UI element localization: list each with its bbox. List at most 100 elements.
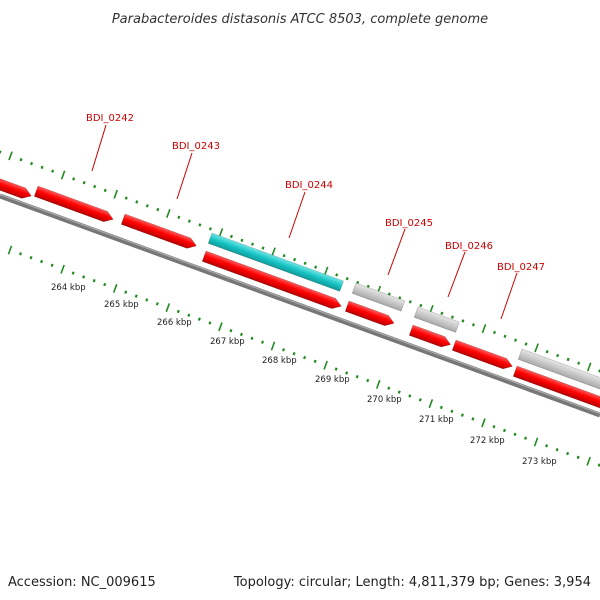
minor-tick	[366, 284, 370, 289]
major-tick	[428, 399, 434, 409]
minor-tick	[355, 375, 359, 379]
minor-tick	[408, 394, 412, 398]
minor-tick	[460, 413, 464, 417]
minor-tick	[134, 294, 138, 298]
minor-tick	[72, 177, 76, 181]
minor-tick	[198, 223, 202, 227]
minor-tick	[418, 398, 422, 402]
minor-tick	[261, 246, 265, 250]
minor-tick	[208, 227, 212, 231]
map-title: Parabacteroides distasonis ATCC 8503, co…	[112, 12, 488, 27]
major-tick	[481, 418, 486, 428]
gene-label-bdi-0242[interactable]: BDI_0242	[86, 113, 134, 124]
minor-tick	[439, 405, 443, 410]
major-tick	[586, 456, 591, 466]
minor-tick	[303, 355, 307, 360]
major-tick	[218, 322, 223, 332]
gene-label-bdi-0243[interactable]: BDI_0243	[172, 141, 220, 152]
minor-tick	[545, 444, 549, 448]
minor-tick	[239, 332, 243, 337]
gene-arrow-bdi-0244-reverse[interactable]	[201, 250, 343, 311]
minor-tick	[419, 303, 423, 308]
gene-label-bdi-0247[interactable]: BDI_0247	[497, 262, 545, 273]
minor-tick	[103, 188, 107, 193]
callout-line-bdi-0242	[91, 124, 107, 172]
minor-tick	[187, 219, 191, 223]
minor-tick	[124, 290, 128, 294]
major-tick	[534, 343, 539, 353]
minor-tick	[250, 242, 255, 246]
feature-track	[0, 174, 600, 410]
gene-label-bdi-0245[interactable]: BDI_0245	[385, 218, 433, 229]
scale-label: 265 kbp	[104, 300, 139, 310]
scale-label: 264 kbp	[51, 283, 86, 293]
gene-arrow-bdi-0242[interactable]	[0, 174, 33, 201]
minor-tick	[555, 447, 559, 452]
feature-bdi-0246[interactable]	[413, 306, 460, 333]
scale-label: 273 kbp	[522, 457, 557, 467]
minor-tick	[524, 342, 528, 346]
gene-arrow-bdi-0247[interactable]	[451, 339, 514, 372]
minor-tick	[314, 265, 318, 269]
major-tick	[375, 379, 381, 389]
minor-tick	[440, 311, 444, 315]
minor-tick	[387, 386, 391, 390]
minor-tick	[82, 181, 86, 185]
minor-tick	[229, 328, 233, 333]
minor-tick	[545, 349, 549, 354]
minor-tick	[397, 390, 401, 394]
minor-tick	[124, 196, 128, 200]
callout-line-bdi-0247	[500, 272, 518, 320]
minor-tick	[40, 259, 44, 264]
scale-label: 272 kbp	[470, 436, 505, 446]
gene-arrow-bdi-0244-upstream[interactable]	[120, 213, 198, 251]
minor-tick	[471, 323, 475, 327]
gene-arrow-bdi-0245[interactable]	[344, 300, 396, 328]
minor-tick	[334, 367, 338, 371]
callout-line-bdi-0246	[447, 251, 466, 298]
feature-bdi-0245[interactable]	[351, 282, 406, 312]
gene-arrow-bdi-0244[interactable]	[207, 232, 344, 292]
minor-tick	[503, 334, 507, 339]
gene-arrow-bdi-0246[interactable]	[408, 324, 452, 350]
minor-tick	[566, 357, 570, 362]
scale-label: 267 kbp	[210, 337, 245, 347]
gene-label-bdi-0244[interactable]: BDI_0244	[285, 180, 333, 191]
minor-tick	[502, 428, 507, 433]
minor-tick	[566, 451, 570, 456]
major-tick	[7, 245, 13, 255]
minor-tick	[30, 161, 34, 166]
gene-arrow-bdi-0248[interactable]	[512, 365, 600, 410]
minor-tick	[514, 338, 518, 342]
major-tick	[165, 303, 171, 313]
minor-tick	[93, 184, 97, 189]
minor-tick	[51, 169, 55, 173]
gene-arrow-bdi-0243[interactable]	[33, 185, 115, 224]
minor-tick	[471, 417, 475, 421]
minor-tick	[524, 436, 528, 440]
backbone	[0, 193, 600, 418]
scale-labels: 264 kbp 265 kbp 266 kbp 267 kbp 268 kbp …	[51, 283, 557, 467]
scale-label: 271 kbp	[419, 415, 454, 425]
minor-tick	[303, 261, 307, 266]
gene-label-bdi-0246[interactable]: BDI_0246	[445, 241, 493, 252]
minor-tick	[461, 319, 465, 323]
major-tick	[166, 208, 171, 218]
minor-tick	[556, 353, 560, 358]
major-tick	[8, 151, 13, 161]
minor-tick	[513, 432, 517, 437]
major-tick	[60, 264, 65, 274]
minor-tick	[356, 280, 360, 285]
accession-text: Accession: NC_009615	[8, 575, 156, 590]
minor-tick	[576, 455, 580, 460]
major-tick	[113, 189, 119, 199]
minor-tick	[197, 317, 201, 321]
major-tick	[533, 437, 539, 447]
minor-tick	[145, 204, 149, 208]
genome-summary-text: Topology: circular; Length: 4,811,379 bp…	[233, 575, 591, 590]
scale-label: 270 kbp	[367, 395, 402, 405]
scale-label: 269 kbp	[315, 375, 350, 385]
minor-tick	[208, 321, 212, 325]
feature-bdi-0248[interactable]	[517, 348, 600, 391]
